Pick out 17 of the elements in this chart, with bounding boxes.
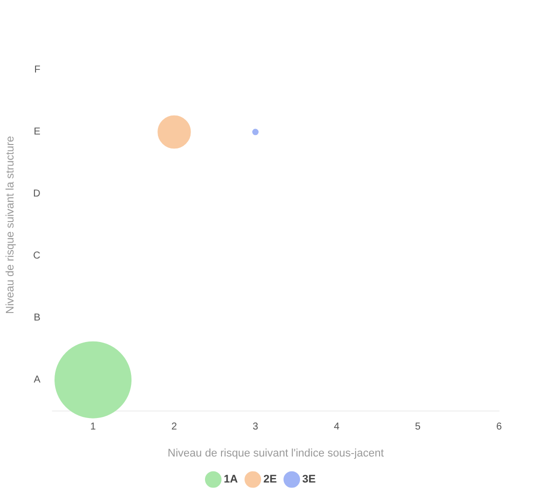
x-axis-title: Niveau de risque suivant l'indice sous-jacent <box>168 447 384 460</box>
y-tick-label: E <box>34 126 41 138</box>
y-tick-label: D <box>33 188 40 200</box>
x-tick-label: 2 <box>171 422 178 433</box>
x-tick-label: 4 <box>334 422 340 433</box>
y-tick-label: B <box>34 312 41 324</box>
y-tick-label: F <box>34 64 40 76</box>
legend-label: 2E <box>263 474 277 486</box>
legend-label: 3E <box>302 474 316 486</box>
y-tick-label: C <box>33 250 40 262</box>
x-tick-label: 1 <box>90 422 96 433</box>
x-tick-label: 3 <box>252 422 259 433</box>
x-tick-label: 5 <box>415 422 422 433</box>
y-tick-label: A <box>34 374 41 386</box>
legend-label: 1A <box>224 474 238 486</box>
x-tick-label: 6 <box>496 422 502 433</box>
y-axis-title: Niveau de risque suivant la structure <box>4 136 17 314</box>
